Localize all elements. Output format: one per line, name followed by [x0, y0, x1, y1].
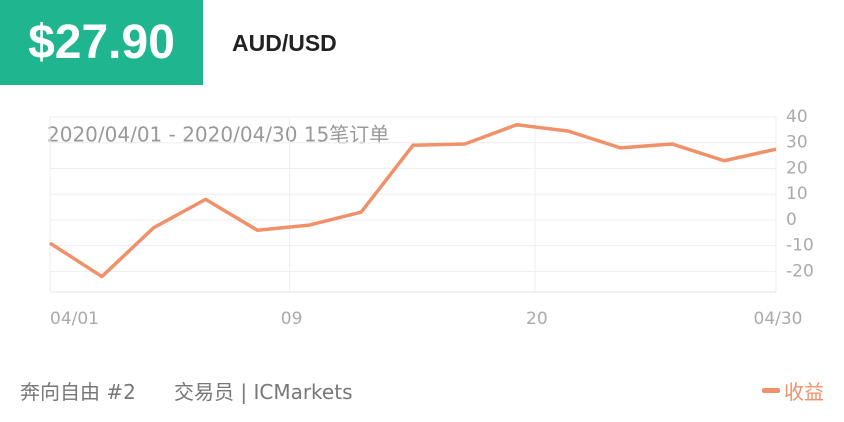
trader: 交易员 | ICMarkets: [174, 380, 353, 404]
x-tick-label: 04/01: [50, 309, 99, 329]
chart: 2020/04/01 - 2020/04/30 15笔订单 -20-100102…: [47, 107, 814, 329]
y-tick-label: 20: [786, 158, 808, 178]
y-tick-label: -10: [786, 236, 814, 256]
legend[interactable]: 收益: [762, 376, 824, 405]
strategy-name: 奔向自由 #2: [20, 380, 136, 404]
y-tick-label: 30: [786, 133, 808, 153]
x-tick-label: 20: [526, 309, 548, 329]
x-tick-label: 04/30: [754, 309, 803, 329]
legend-swatch: [762, 388, 780, 393]
y-tick-label: 40: [786, 107, 808, 127]
x-tick-label: 09: [281, 309, 303, 329]
y-tick-label: -20: [786, 261, 814, 281]
pair: AUD/USD: [232, 30, 337, 56]
price: $27.90: [0, 0, 203, 85]
line: [49, 122, 777, 279]
y-tick-label: 0: [786, 210, 797, 230]
y-tick-label: 10: [786, 184, 808, 204]
legend-label: 收益: [784, 380, 824, 404]
